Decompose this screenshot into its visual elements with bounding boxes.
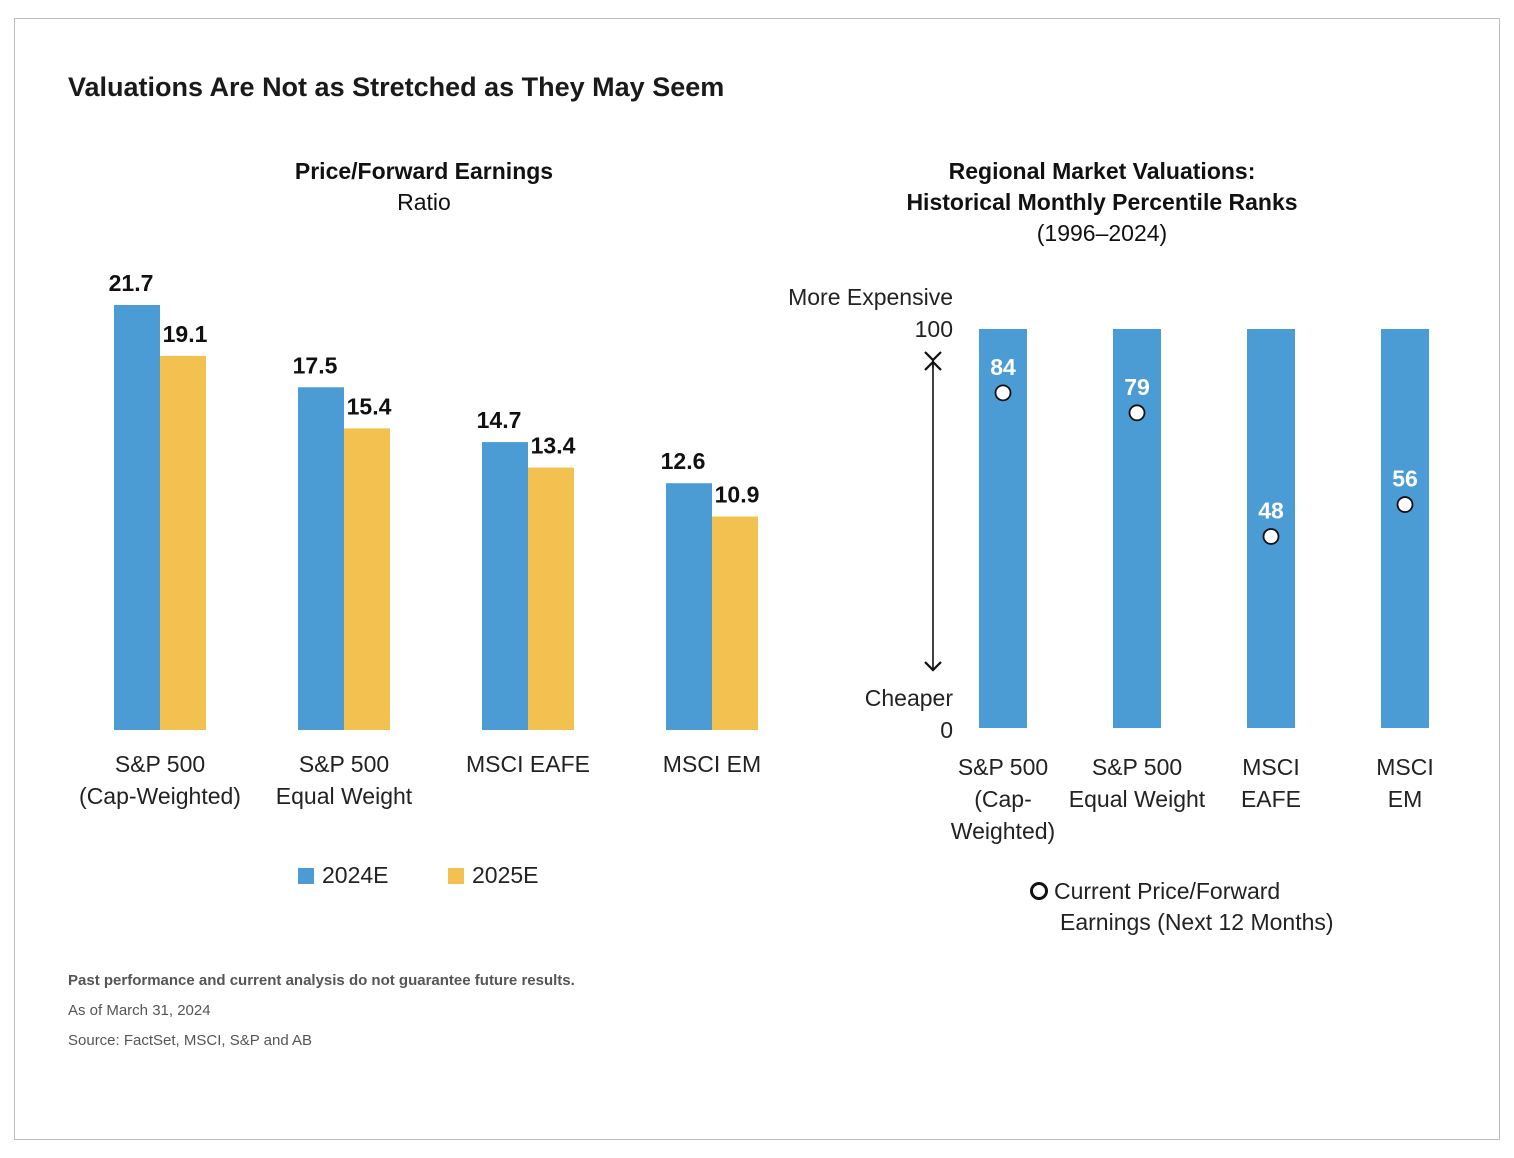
data-label-2025e-2: 13.4 (531, 433, 576, 459)
legend-2024e: 2024E (298, 862, 389, 889)
percentile-bar-1 (1113, 329, 1161, 728)
bar-2025e-0 (160, 355, 206, 730)
footnotes: Past performance and current analysis do… (68, 972, 575, 1062)
legend-swatch-yellow (448, 867, 464, 884)
current-pe-marker-1 (1128, 404, 1146, 422)
bar-2024e-2 (482, 442, 528, 730)
current-pe-marker-0 (994, 384, 1012, 402)
data-label-2024e-2: 14.7 (477, 407, 522, 433)
data-label-2024e-1: 17.5 (293, 352, 338, 378)
percentile-label-3: 56 (1392, 466, 1418, 492)
bar-2024e-0 (114, 305, 160, 730)
percentile-category-label-0-2: Weighted) (951, 818, 1055, 844)
percentile-category-label-1-1: Equal Weight (1069, 786, 1206, 812)
left-chart-title: Price/Forward Earnings (294, 158, 554, 184)
source-note: Source: FactSet, MSCI, S&P and AB (68, 1032, 313, 1049)
legend-swatch-blue (298, 867, 314, 884)
marker-legend-line1: Current Price/Forward (1054, 878, 1281, 904)
percentile-label-0: 84 (990, 354, 1016, 380)
percentile-category-label-3-1: EM (1388, 786, 1423, 812)
as-of-note: As of March 31, 2024 (68, 1002, 211, 1019)
data-label-2025e-0: 19.1 (163, 321, 208, 347)
percentile-bar-3 (1381, 329, 1429, 728)
bar-2025e-1 (344, 428, 390, 730)
left-chart-title-block: Price/Forward Earnings Ratio (248, 156, 600, 218)
percentile-category-label-0-1: (Cap- (974, 786, 1032, 812)
category-label-1-1: Equal Weight (276, 783, 413, 809)
marker-legend: Current Price/Forward Earnings (Next 12 … (1030, 876, 1334, 938)
current-pe-marker-2 (1262, 528, 1280, 545)
left-chart-subtitle: Ratio (397, 189, 451, 215)
cheaper-label: Cheaper (865, 685, 954, 711)
percentile-category-label-2-0: MSCI (1242, 754, 1300, 780)
disclaimer-note: Past performance and current analysis do… (68, 972, 575, 989)
bar-2024e-1 (298, 387, 344, 730)
category-label-3-0: MSCI EM (663, 751, 761, 777)
percentile-category-label-0-0: S&P 500 (958, 754, 1048, 780)
category-label-2-0: MSCI EAFE (466, 751, 590, 777)
percentile-label-2: 48 (1258, 497, 1284, 523)
marker-legend-icon (1030, 881, 1048, 900)
marker-legend-line2: Earnings (Next 12 Months) (1060, 909, 1334, 935)
more-expensive-label: More Expensive (788, 284, 953, 310)
right-chart-title-line1: Regional Market Valuations: (948, 158, 1256, 184)
legend-2025e: 2025E (448, 862, 539, 889)
percentile-label-1: 79 (1124, 374, 1150, 400)
data-label-2024e-0: 21.7 (109, 270, 154, 296)
data-label-2024e-3: 12.6 (661, 448, 706, 474)
data-label-2025e-3: 10.9 (715, 482, 760, 508)
top-value-label: 100 (915, 316, 953, 342)
legend-label-2024e: 2024E (322, 862, 389, 888)
legend-label-2025e: 2025E (472, 862, 539, 888)
main-title: Valuations Are Not as Stretched as They … (68, 72, 725, 102)
current-pe-marker-3 (1396, 496, 1414, 513)
data-label-2025e-1: 15.4 (347, 393, 392, 419)
category-label-1-0: S&P 500 (299, 751, 389, 777)
right-chart-subtitle: (1996–2024) (1036, 220, 1168, 246)
bar-2024e-3 (666, 483, 712, 730)
percentile-category-label-3-0: MSCI (1376, 754, 1434, 780)
right-chart-title-block: Regional Market Valuations: Historical M… (860, 156, 1344, 249)
bottom-value-label: 0 (940, 717, 953, 743)
bar-2025e-3 (712, 516, 758, 730)
category-label-0-0: S&P 500 (115, 751, 205, 777)
right-chart-title-line2: Historical Monthly Percentile Ranks (906, 189, 1298, 215)
category-label-0-1: (Cap-Weighted) (79, 783, 241, 809)
percentile-category-label-1-0: S&P 500 (1092, 754, 1182, 780)
bar-2025e-2 (528, 467, 574, 730)
percentile-category-label-2-1: EAFE (1241, 786, 1301, 812)
